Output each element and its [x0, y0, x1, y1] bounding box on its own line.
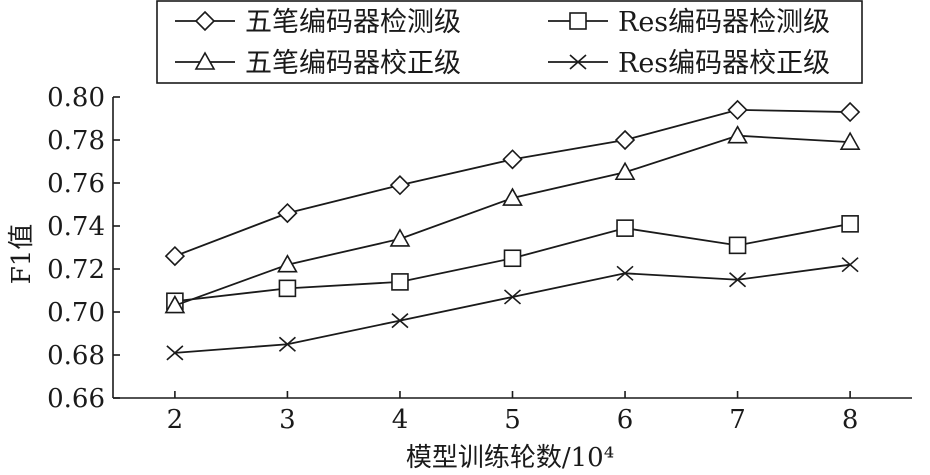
- y-axis-label: F1值: [7, 224, 37, 285]
- x-tick-label: 5: [504, 405, 521, 435]
- y-tick-label: 0.74: [47, 212, 105, 242]
- data-point: [391, 273, 409, 291]
- x-tick-label: 8: [842, 405, 859, 435]
- legend-marker: [194, 10, 216, 32]
- axes: 0.66 0.68 0.70 0.72 0.74 0.76 0.78 0.80 2 3 4 5 6 7 8: [47, 83, 912, 435]
- series-1: [164, 99, 861, 267]
- data-point: [616, 265, 634, 281]
- data-point: [389, 175, 411, 196]
- y-tick-label: 0.68: [47, 341, 105, 371]
- legend-box: [156, 0, 863, 84]
- series-line: [174, 108, 851, 257]
- legend-marker: [569, 12, 587, 30]
- x-tick-label: 7: [729, 405, 746, 435]
- x-tick-label: 6: [617, 405, 634, 435]
- legend-label: Res编码器检测级: [618, 7, 830, 38]
- data-point: [166, 345, 184, 361]
- x-tick-label: 2: [167, 405, 184, 435]
- data-point: [503, 249, 522, 268]
- data-point: [841, 215, 859, 233]
- series-line: [174, 263, 851, 354]
- data-point: [727, 125, 748, 144]
- data-point: [389, 228, 411, 247]
- x-axis-label: 模型训练轮数/10⁴: [406, 443, 614, 473]
- data-point: [164, 245, 186, 267]
- legend-label: 五笔编码器检测级: [245, 7, 461, 38]
- legend-item: 五笔编码器检测级: [175, 7, 461, 38]
- y-tick-label: 0.72: [47, 255, 105, 285]
- data-point: [614, 161, 636, 181]
- legend-label: 五笔编码器校正级: [245, 48, 461, 79]
- data-point: [164, 294, 186, 314]
- data-point: [503, 289, 522, 305]
- data-point: [278, 279, 297, 298]
- data-point: [729, 272, 747, 288]
- data-point: [277, 254, 298, 273]
- data-point: [727, 99, 748, 121]
- data-point: [391, 312, 409, 329]
- data-point: [502, 149, 523, 170]
- series-4: [166, 257, 859, 361]
- data-point: [614, 129, 636, 151]
- data-point: [728, 236, 747, 255]
- data-point: [841, 257, 859, 273]
- data-point: [278, 336, 296, 352]
- y-tick-label: 0.80: [47, 83, 105, 113]
- series-layer: [164, 99, 861, 361]
- legend-item: Res编码器检测级: [548, 7, 830, 38]
- y-tick-label: 0.76: [47, 169, 105, 199]
- x-tick-label: 4: [392, 405, 409, 435]
- legend-item: Res编码器校正级: [548, 48, 830, 79]
- legend-item: 五笔编码器校正级: [175, 48, 461, 79]
- series-2: [166, 215, 859, 311]
- y-tick-label: 0.78: [47, 126, 105, 156]
- x-tick-label: 3: [279, 405, 296, 435]
- legend-marker: [194, 51, 216, 70]
- data-point: [616, 219, 634, 237]
- y-tick-label: 0.70: [47, 298, 105, 328]
- data-point: [839, 101, 861, 123]
- series-3: [164, 125, 861, 314]
- data-point: [502, 187, 523, 206]
- legend-label: Res编码器校正级: [618, 48, 830, 79]
- y-tick-label: 0.66: [47, 384, 105, 414]
- data-point: [277, 202, 298, 224]
- legend-marker: [569, 54, 587, 70]
- data-point: [839, 131, 861, 150]
